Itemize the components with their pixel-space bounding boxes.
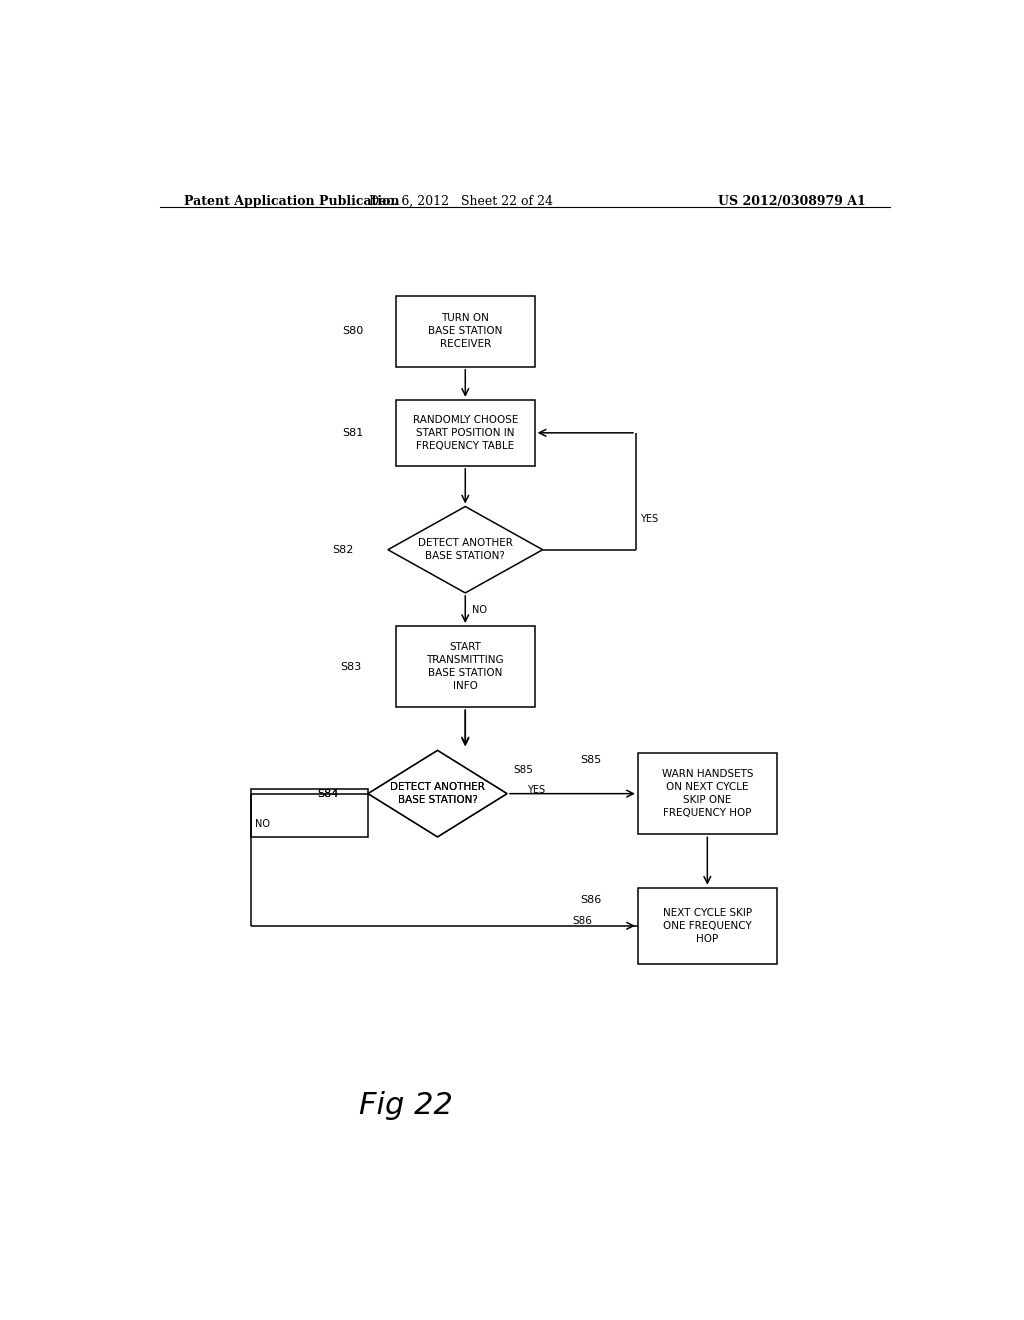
FancyBboxPatch shape [251, 788, 368, 837]
Text: S86: S86 [572, 916, 592, 925]
Text: S83: S83 [341, 661, 361, 672]
Text: Fig 22: Fig 22 [358, 1092, 453, 1121]
FancyBboxPatch shape [396, 400, 535, 466]
Polygon shape [368, 751, 507, 837]
Text: S82: S82 [333, 545, 354, 554]
Polygon shape [388, 507, 543, 593]
Text: Dec. 6, 2012   Sheet 22 of 24: Dec. 6, 2012 Sheet 22 of 24 [370, 195, 553, 209]
Text: DETECT ANOTHER
BASE STATION?: DETECT ANOTHER BASE STATION? [390, 783, 485, 805]
Text: DETECT ANOTHER
BASE STATION?: DETECT ANOTHER BASE STATION? [390, 783, 485, 805]
Text: RANDOMLY CHOOSE
START POSITION IN
FREQUENCY TABLE: RANDOMLY CHOOSE START POSITION IN FREQUE… [413, 414, 518, 450]
FancyBboxPatch shape [396, 626, 535, 708]
Text: S85: S85 [581, 755, 602, 766]
Text: YES: YES [640, 515, 658, 524]
Text: START
TRANSMITTING
BASE STATION
INFO: START TRANSMITTING BASE STATION INFO [426, 643, 504, 690]
Text: S81: S81 [342, 428, 364, 438]
Text: DETECT ANOTHER
BASE STATION?: DETECT ANOTHER BASE STATION? [418, 539, 513, 561]
Text: S84: S84 [316, 788, 338, 799]
Text: WARN HANDSETS
ON NEXT CYCLE
SKIP ONE
FREQUENCY HOP: WARN HANDSETS ON NEXT CYCLE SKIP ONE FRE… [662, 770, 753, 818]
Text: YES: YES [526, 784, 545, 795]
Polygon shape [368, 751, 507, 837]
FancyBboxPatch shape [638, 752, 777, 834]
FancyBboxPatch shape [638, 887, 777, 964]
Text: NO: NO [472, 605, 486, 615]
Text: S86: S86 [581, 895, 602, 906]
FancyBboxPatch shape [396, 296, 535, 367]
Text: NO: NO [255, 818, 270, 829]
Text: S84: S84 [316, 788, 338, 799]
Text: S85: S85 [513, 766, 534, 775]
Text: Patent Application Publication: Patent Application Publication [183, 195, 399, 209]
Text: S80: S80 [342, 326, 364, 337]
Text: US 2012/0308979 A1: US 2012/0308979 A1 [718, 195, 866, 209]
Text: TURN ON
BASE STATION
RECEIVER: TURN ON BASE STATION RECEIVER [428, 313, 503, 348]
Text: NEXT CYCLE SKIP
ONE FREQUENCY
HOP: NEXT CYCLE SKIP ONE FREQUENCY HOP [663, 908, 752, 944]
